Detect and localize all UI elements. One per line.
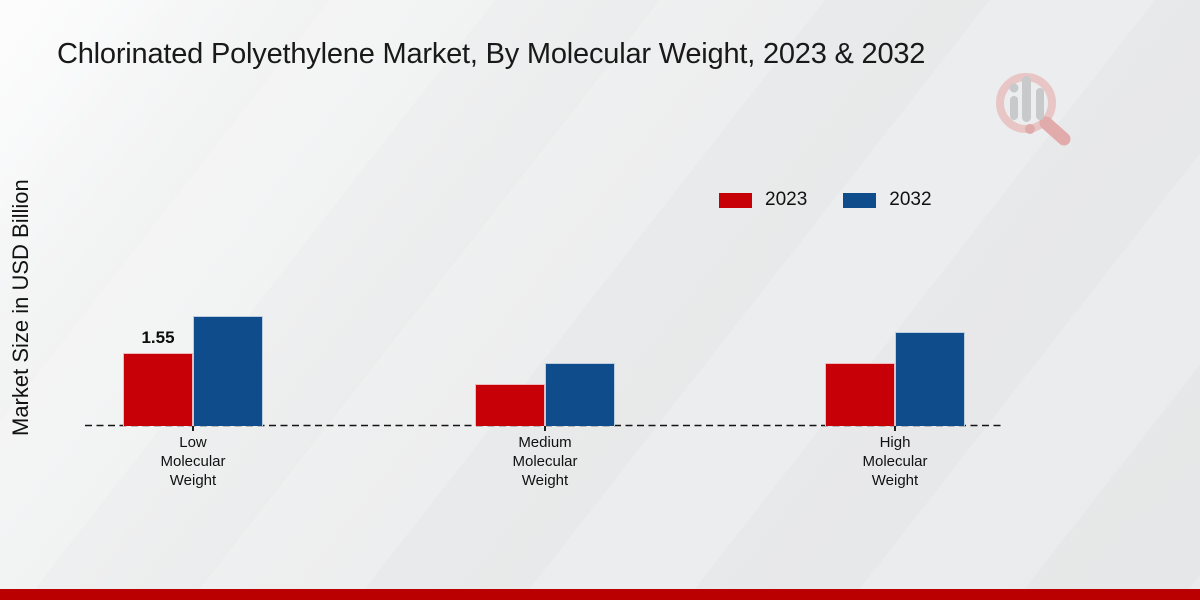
bar-value-label: 1.55 <box>141 328 175 348</box>
x-axis-tick <box>544 426 546 431</box>
x-axis-tick <box>192 426 194 431</box>
bar-2032-category-2 <box>895 332 965 426</box>
legend-item-2032: 2032 <box>843 189 932 211</box>
legend-item-2023: 2023 <box>719 189 807 211</box>
legend-label-2023: 2023 <box>765 189 808 210</box>
bar-2032-category-1 <box>545 362 615 426</box>
legend-label-2032: 2032 <box>889 189 932 210</box>
legend-swatch-2023 <box>719 192 752 208</box>
category-label: Medium Molecular Weight <box>512 434 578 489</box>
footer-bar <box>0 589 1200 600</box>
bar-2023-category-2 <box>825 362 895 426</box>
category-label: Low Molecular Weight <box>160 434 226 489</box>
mrfr-logo-watermark <box>988 60 1080 155</box>
bar-2023-category-0 <box>123 353 193 426</box>
magnifier-bar-chart-icon <box>996 73 1071 146</box>
bar-2032-category-0 <box>193 315 263 426</box>
legend: 2023 2032 <box>719 189 932 211</box>
x-axis-tick <box>894 426 896 431</box>
bar-2023-category-1 <box>475 383 545 426</box>
chart-title: Chlorinated Polyethylene Market, By Mole… <box>57 38 926 70</box>
legend-swatch-2032 <box>843 192 877 208</box>
category-label: High Molecular Weight <box>862 434 928 489</box>
